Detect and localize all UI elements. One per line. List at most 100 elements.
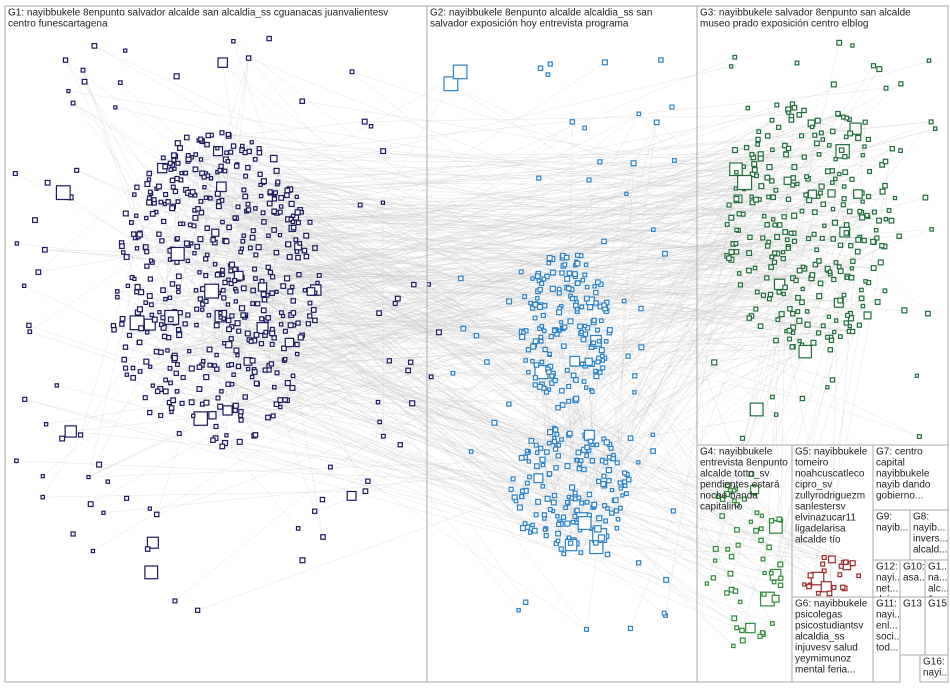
node bbox=[549, 269, 556, 276]
edge bbox=[620, 253, 666, 489]
node bbox=[773, 337, 779, 344]
group-label-line: capitalino bbox=[700, 501, 743, 512]
node bbox=[592, 284, 597, 289]
edge bbox=[226, 231, 786, 436]
node bbox=[764, 275, 770, 281]
edge bbox=[291, 203, 890, 211]
node bbox=[527, 530, 533, 535]
node bbox=[572, 377, 579, 383]
edge bbox=[360, 204, 778, 254]
node bbox=[658, 57, 664, 63]
node bbox=[126, 332, 132, 338]
node bbox=[748, 519, 753, 524]
edge bbox=[813, 150, 842, 343]
node bbox=[842, 559, 849, 565]
node bbox=[194, 322, 199, 328]
node bbox=[758, 526, 764, 532]
node bbox=[540, 462, 546, 468]
node bbox=[582, 125, 588, 131]
edge bbox=[628, 284, 780, 480]
node bbox=[123, 365, 129, 371]
node bbox=[225, 317, 232, 324]
node bbox=[177, 145, 183, 151]
node bbox=[220, 272, 225, 278]
node bbox=[595, 478, 602, 484]
node bbox=[767, 296, 772, 302]
node bbox=[827, 555, 836, 564]
node bbox=[220, 219, 225, 225]
node bbox=[205, 132, 212, 139]
node bbox=[801, 107, 807, 114]
node bbox=[556, 290, 562, 296]
node bbox=[743, 144, 750, 151]
node bbox=[206, 312, 212, 318]
node bbox=[147, 276, 153, 282]
edge bbox=[606, 302, 773, 624]
node bbox=[70, 100, 76, 106]
node bbox=[736, 271, 742, 276]
node bbox=[258, 340, 265, 347]
node bbox=[533, 442, 539, 448]
node bbox=[132, 192, 137, 197]
node bbox=[225, 302, 231, 307]
edge bbox=[607, 230, 739, 555]
node bbox=[573, 395, 580, 402]
node bbox=[289, 384, 296, 392]
node bbox=[252, 156, 258, 162]
node bbox=[233, 270, 244, 281]
node bbox=[294, 209, 301, 216]
node bbox=[802, 582, 807, 587]
node bbox=[704, 581, 709, 586]
node bbox=[590, 389, 595, 395]
node bbox=[729, 162, 743, 177]
node bbox=[733, 195, 740, 202]
edge bbox=[248, 209, 526, 603]
node bbox=[91, 42, 98, 49]
node bbox=[541, 276, 547, 282]
node bbox=[468, 449, 474, 454]
edge bbox=[224, 163, 634, 172]
node bbox=[770, 147, 775, 153]
node bbox=[238, 305, 246, 312]
node bbox=[727, 570, 734, 577]
node bbox=[812, 132, 818, 138]
edge bbox=[276, 404, 653, 435]
edge bbox=[530, 289, 862, 533]
node bbox=[144, 263, 150, 269]
node bbox=[832, 329, 837, 335]
node bbox=[601, 473, 607, 479]
node bbox=[865, 193, 872, 200]
edge bbox=[177, 172, 737, 239]
node bbox=[843, 320, 850, 326]
node bbox=[146, 199, 153, 206]
node bbox=[290, 219, 296, 225]
node bbox=[194, 243, 200, 250]
edge bbox=[653, 229, 762, 529]
node bbox=[761, 591, 767, 597]
node bbox=[847, 323, 852, 329]
node bbox=[226, 326, 232, 333]
node bbox=[731, 643, 736, 649]
node bbox=[883, 216, 889, 222]
node bbox=[22, 396, 28, 402]
node bbox=[191, 413, 196, 419]
edge bbox=[575, 498, 734, 647]
edge bbox=[215, 145, 830, 265]
node bbox=[606, 478, 612, 484]
group-label-line: tomeiro bbox=[795, 457, 829, 468]
node bbox=[168, 167, 174, 173]
edge bbox=[272, 333, 609, 471]
node bbox=[273, 249, 280, 256]
edge bbox=[188, 244, 536, 305]
node bbox=[820, 561, 826, 567]
node bbox=[253, 380, 260, 387]
node bbox=[142, 244, 149, 250]
node bbox=[160, 315, 166, 321]
node bbox=[733, 249, 740, 255]
node bbox=[882, 182, 888, 189]
node bbox=[926, 58, 932, 63]
edge bbox=[42, 320, 229, 477]
node bbox=[301, 247, 308, 254]
node bbox=[299, 557, 306, 564]
node bbox=[158, 199, 164, 205]
